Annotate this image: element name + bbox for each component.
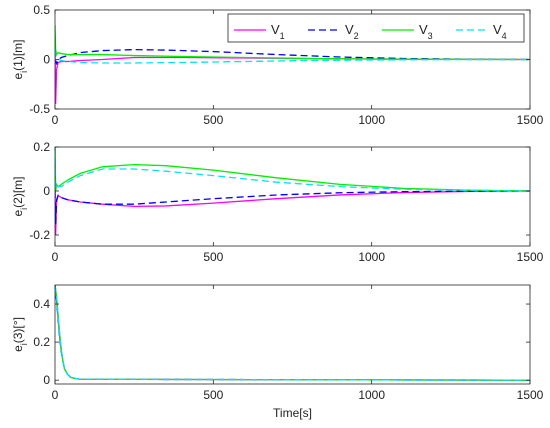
y-axis-label-plot-1: ei(1)[m] xyxy=(11,39,29,79)
legend-label-1: V1 xyxy=(271,22,285,41)
legend-label-3: V3 xyxy=(419,22,433,41)
x-tick-label: 0 xyxy=(52,113,59,127)
series-line-4-plot-1 xyxy=(55,49,530,64)
legend-box xyxy=(227,13,525,43)
series-line-3-plot-1 xyxy=(55,24,530,61)
y-tick-label: 0.2 xyxy=(33,140,50,154)
series-line-4-plot-2 xyxy=(55,147,530,192)
axes-box-plot-2 xyxy=(54,146,531,247)
series-line-2-plot-2 xyxy=(55,190,530,225)
x-tick-label: 1000 xyxy=(358,388,385,402)
series-line-2-plot-3 xyxy=(55,285,530,381)
y-tick-label: 0.2 xyxy=(33,335,50,349)
x-tick-label: 500 xyxy=(203,250,223,264)
legend-label-4: V4 xyxy=(493,22,507,41)
y-axis-label-plot-2: ei(2)[m] xyxy=(11,176,29,216)
series-line-1-plot-3 xyxy=(55,285,530,381)
x-tick-label: 500 xyxy=(203,388,223,402)
y-tick-label: 0 xyxy=(43,184,50,198)
x-tick-label: 1500 xyxy=(517,250,544,264)
series-line-1-plot-1 xyxy=(55,54,530,105)
y-tick-label: 0.5 xyxy=(33,3,50,17)
x-tick-label: 1500 xyxy=(517,113,544,127)
series-line-2-plot-1 xyxy=(55,48,530,65)
series-line-3-plot-2 xyxy=(55,147,530,192)
x-tick-label: 500 xyxy=(203,113,223,127)
x-tick-label: 0 xyxy=(52,250,59,264)
axes-box-plot-3 xyxy=(54,284,531,385)
series-line-3-plot-3 xyxy=(55,285,530,381)
x-tick-label: 1000 xyxy=(358,113,385,127)
y-tick-label: 0 xyxy=(43,53,50,67)
series-line-1-plot-2 xyxy=(55,190,530,236)
series-line-4-plot-3 xyxy=(55,285,530,381)
x-tick-label: 1000 xyxy=(358,250,385,264)
y-axis-label-plot-3: ei(3)[°] xyxy=(11,317,29,352)
x-tick-label: 1500 xyxy=(517,388,544,402)
x-axis-label: Time[s] xyxy=(273,406,312,420)
y-tick-label: -0.5 xyxy=(29,102,50,116)
x-tick-label: 0 xyxy=(52,388,59,402)
legend-label-2: V2 xyxy=(345,22,359,41)
y-tick-label: 0 xyxy=(43,373,50,387)
y-tick-label: 0.4 xyxy=(33,297,50,311)
y-tick-label: -0.2 xyxy=(29,228,50,242)
